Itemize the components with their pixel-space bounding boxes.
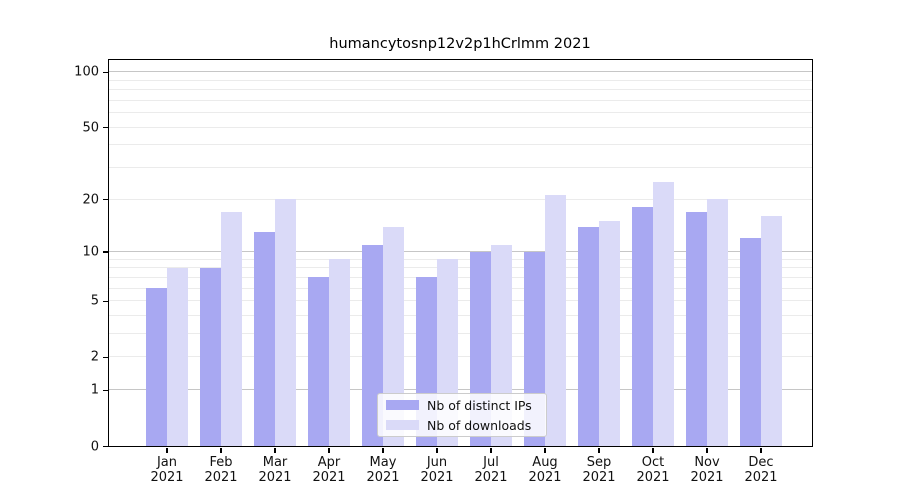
y-tick-0 xyxy=(103,445,108,448)
x-tick-label-mar: Mar 2021 xyxy=(258,455,292,485)
gridline-y-6 xyxy=(109,287,812,289)
bar-ips-nov xyxy=(685,211,707,446)
gridline-y-60 xyxy=(109,112,812,114)
y-tick-label-100: 100 xyxy=(74,64,99,80)
y-tick-100 xyxy=(103,71,108,74)
legend-row-downloads: Nb of downloads xyxy=(386,418,546,433)
x-tick-label-feb: Feb 2021 xyxy=(204,455,238,485)
bar-downloads-sep xyxy=(598,221,620,446)
y-tick-label-0: 0 xyxy=(90,439,99,454)
x-tick-jun xyxy=(436,448,438,453)
y-tick-20 xyxy=(103,199,108,201)
y-tick-label-20: 20 xyxy=(82,192,99,208)
legend-swatch-downloads xyxy=(386,420,419,430)
gridline-y-2 xyxy=(109,356,812,358)
gridline-y-8 xyxy=(109,267,812,269)
legend: Nb of distinct IPs Nb of downloads xyxy=(377,393,547,437)
gridline-y-7 xyxy=(109,276,812,278)
gridline-y-5 xyxy=(109,300,812,302)
bar-downloads-mar xyxy=(274,199,296,446)
legend-swatch-distinct-ips xyxy=(386,400,419,410)
y-tick-label-1: 1 xyxy=(90,382,99,398)
x-tick-dec xyxy=(760,448,762,453)
x-tick-label-may: May 2021 xyxy=(366,455,400,485)
x-tick-feb xyxy=(220,448,222,453)
x-tick-sep xyxy=(598,448,600,453)
gridline-y-20 xyxy=(109,198,812,200)
legend-label-downloads: Nb of downloads xyxy=(427,417,532,433)
gridline-y-3 xyxy=(109,333,812,335)
x-tick-label-apr: Apr 2021 xyxy=(312,455,346,485)
y-tick-2 xyxy=(103,356,108,359)
gridline-y-70 xyxy=(109,99,812,101)
bar-downloads-apr xyxy=(328,259,350,446)
y-tick-5 xyxy=(103,300,108,302)
x-tick-label-dec: Dec 2021 xyxy=(744,455,778,485)
legend-label-distinct-ips: Nb of distinct IPs xyxy=(427,397,532,413)
x-tick-nov xyxy=(706,448,708,453)
x-tick-label-nov: Nov 2021 xyxy=(690,455,724,485)
bar-ips-mar xyxy=(253,232,275,446)
x-tick-mar xyxy=(274,448,276,453)
bar-ips-jan xyxy=(145,288,167,446)
y-tick-50 xyxy=(103,127,108,129)
bar-downloads-nov xyxy=(706,199,728,446)
x-tick-oct xyxy=(652,448,654,453)
bar-ips-apr xyxy=(307,277,329,446)
bar-downloads-dec xyxy=(760,216,782,446)
bar-downloads-may xyxy=(382,226,404,446)
y-tick-label-2: 2 xyxy=(90,349,99,365)
x-tick-may xyxy=(382,448,384,453)
bar-ips-feb xyxy=(199,267,221,446)
bar-downloads-jan xyxy=(166,267,188,446)
x-tick-label-jul: Jul 2021 xyxy=(474,455,508,485)
gridline-y-100 xyxy=(109,71,812,73)
gridline-y-10 xyxy=(109,251,812,253)
y-tick-10 xyxy=(103,251,108,253)
gridline-y-90 xyxy=(109,79,812,81)
y-tick-label-50: 50 xyxy=(82,120,99,136)
x-tick-label-sep: Sep 2021 xyxy=(582,455,616,485)
chart-title: humancytosnp12v2p1hCrlmm 2021 xyxy=(329,36,591,52)
x-tick-jan xyxy=(166,448,168,453)
y-tick-label-10: 10 xyxy=(82,244,99,260)
y-tick-1 xyxy=(103,389,108,391)
gridline-y-4 xyxy=(109,315,812,317)
y-tick-label-5: 5 xyxy=(90,293,99,309)
legend-row-distinct-ips: Nb of distinct IPs xyxy=(386,398,546,413)
bar-downloads-feb xyxy=(220,211,242,446)
bar-ips-dec xyxy=(739,238,761,446)
x-tick-aug xyxy=(544,448,546,453)
x-tick-label-aug: Aug 2021 xyxy=(528,455,562,485)
gridline-y-40 xyxy=(109,144,812,146)
x-tick-jul xyxy=(490,448,492,453)
x-tick-label-jun: Jun 2021 xyxy=(420,455,454,485)
x-tick-apr xyxy=(328,448,330,453)
gridline-y-30 xyxy=(109,167,812,169)
gridline-y-9 xyxy=(109,258,812,260)
gridline-y-1 xyxy=(109,389,812,391)
gridline-y-80 xyxy=(109,89,812,91)
x-tick-label-jan: Jan 2021 xyxy=(150,455,184,485)
bar-ips-oct xyxy=(631,207,653,446)
bar-downloads-aug xyxy=(544,195,566,446)
bar-downloads-oct xyxy=(652,181,674,446)
plot-area: Nb of distinct IPs Nb of downloads xyxy=(108,59,813,447)
x-tick-label-oct: Oct 2021 xyxy=(636,455,670,485)
gridline-y-50 xyxy=(109,126,812,128)
bar-ips-sep xyxy=(577,226,599,446)
